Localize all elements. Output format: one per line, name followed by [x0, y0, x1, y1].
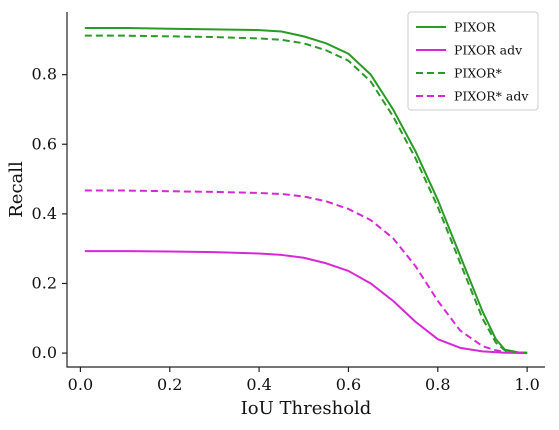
x-tick-label: 1.0 — [514, 375, 539, 394]
x-tick-label: 0.6 — [336, 375, 361, 394]
legend-label: PIXOR — [454, 20, 496, 35]
x-tick-label: 0.2 — [157, 375, 182, 394]
axes-spines — [66, 12, 545, 368]
x-tick-label: 0.4 — [246, 375, 271, 394]
y-tick-label: 0.4 — [32, 204, 57, 223]
y-tick-label: 0.0 — [32, 343, 57, 362]
x-tick-label: 0.0 — [68, 375, 93, 394]
y-axis-title: Recall — [6, 161, 27, 218]
legend: PIXOR PIXOR adv PIXOR* PIXOR* adv — [407, 11, 539, 111]
ticks-group: 0.0 0.2 0.4 0.6 0.8 1.0 0.0 0.2 0.4 0.6 0.8 — [32, 65, 540, 394]
axes-group — [66, 12, 545, 368]
series-line-pixor-star-adv — [84, 189, 528, 355]
legend-frame — [407, 11, 539, 111]
series-line-pixor-star — [84, 34, 528, 354]
y-tick-label: 0.8 — [32, 65, 57, 84]
legend-label: PIXOR adv — [454, 43, 523, 58]
series-line-pixor-adv — [84, 250, 528, 355]
y-tick-label: 0.2 — [32, 273, 57, 292]
x-tick-label: 0.8 — [425, 375, 450, 394]
legend-label: PIXOR* — [454, 66, 503, 81]
series-line-pixor — [84, 27, 528, 354]
x-axis-title: IoU Threshold — [241, 398, 372, 419]
plot-series-group — [84, 27, 528, 355]
legend-label: PIXOR* adv — [454, 89, 529, 104]
y-tick-label: 0.6 — [32, 134, 57, 153]
